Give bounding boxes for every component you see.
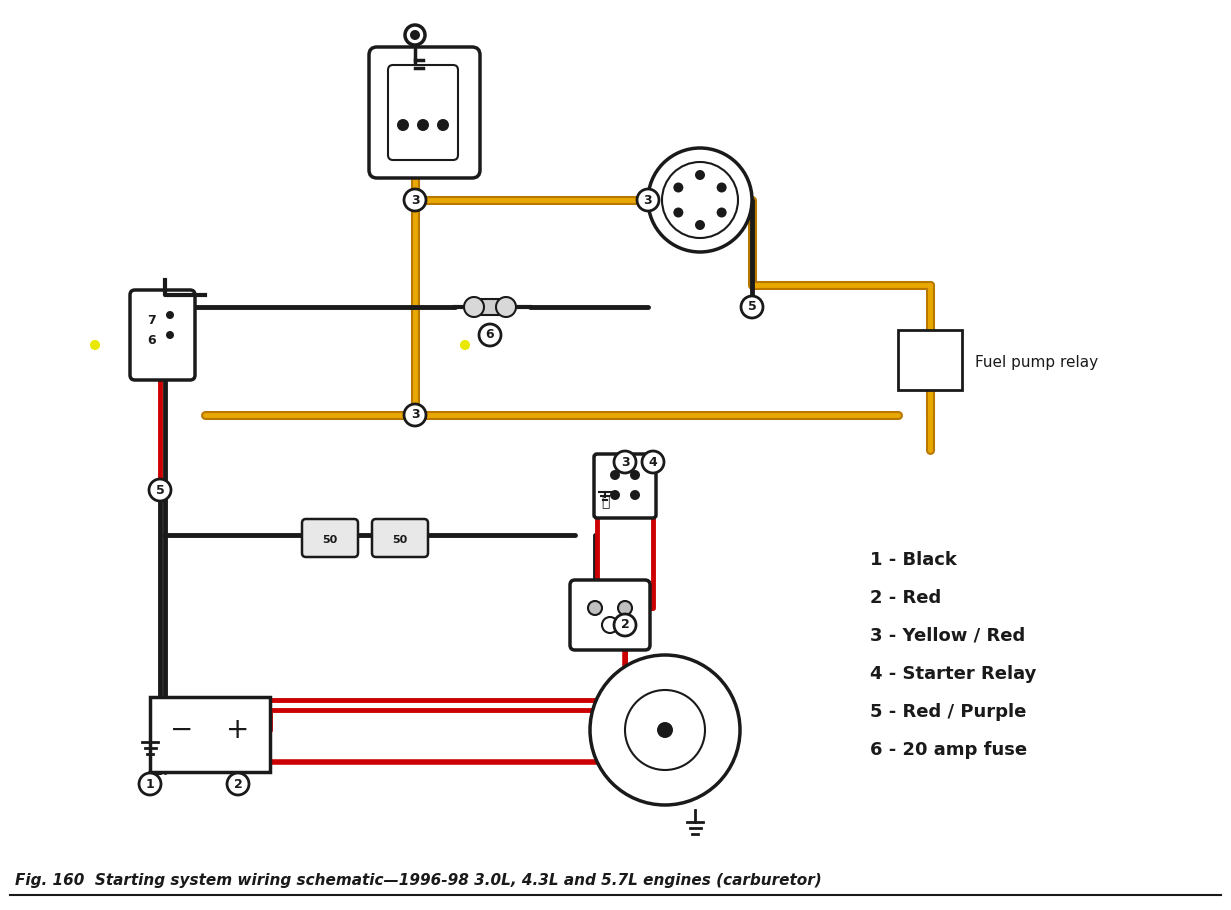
- Circle shape: [405, 25, 425, 45]
- Circle shape: [625, 690, 705, 770]
- Circle shape: [404, 404, 426, 426]
- Circle shape: [741, 296, 763, 318]
- Circle shape: [590, 655, 740, 805]
- Circle shape: [410, 30, 420, 40]
- Circle shape: [166, 311, 174, 319]
- Circle shape: [716, 207, 726, 217]
- Circle shape: [404, 189, 426, 211]
- Circle shape: [460, 340, 470, 350]
- Circle shape: [716, 183, 726, 193]
- Circle shape: [611, 470, 620, 480]
- Text: 5 - Red / Purple: 5 - Red / Purple: [870, 703, 1027, 721]
- Text: 3 - Yellow / Red: 3 - Yellow / Red: [870, 627, 1025, 645]
- Circle shape: [496, 297, 516, 317]
- Bar: [150, 697, 270, 772]
- FancyBboxPatch shape: [130, 290, 194, 380]
- Circle shape: [696, 220, 705, 230]
- Text: Fuel pump relay: Fuel pump relay: [975, 356, 1098, 370]
- Circle shape: [417, 119, 428, 131]
- Text: Fig. 160  Starting system wiring schematic—1996-98 3.0L, 4.3L and 5.7L engines (: Fig. 160 Starting system wiring schemati…: [15, 873, 822, 887]
- Text: 6: 6: [148, 333, 156, 347]
- Circle shape: [166, 331, 174, 339]
- Bar: [474, 299, 506, 315]
- Text: 4 - Starter Relay: 4 - Starter Relay: [870, 665, 1037, 683]
- Text: 50: 50: [393, 535, 407, 545]
- FancyBboxPatch shape: [302, 519, 358, 557]
- Circle shape: [437, 119, 449, 131]
- Circle shape: [611, 490, 620, 500]
- Text: 50: 50: [323, 535, 337, 545]
- Bar: [897, 330, 961, 390]
- Circle shape: [636, 189, 659, 211]
- Text: 6 - 20 amp fuse: 6 - 20 amp fuse: [870, 741, 1027, 759]
- FancyBboxPatch shape: [570, 580, 650, 650]
- Circle shape: [602, 617, 618, 633]
- Text: +: +: [227, 716, 250, 744]
- Circle shape: [673, 207, 683, 217]
- Text: 6: 6: [486, 329, 495, 341]
- Text: 2 - Red: 2 - Red: [870, 589, 942, 607]
- Circle shape: [643, 451, 664, 473]
- FancyBboxPatch shape: [595, 454, 656, 518]
- Circle shape: [398, 119, 409, 131]
- Circle shape: [479, 324, 501, 346]
- Text: 1: 1: [145, 777, 154, 791]
- Circle shape: [588, 601, 602, 615]
- FancyBboxPatch shape: [372, 519, 428, 557]
- Circle shape: [618, 601, 632, 615]
- Circle shape: [227, 773, 249, 795]
- Circle shape: [657, 722, 673, 738]
- Circle shape: [696, 170, 705, 180]
- Circle shape: [614, 451, 636, 473]
- Circle shape: [648, 148, 752, 252]
- Circle shape: [149, 479, 171, 501]
- Text: 2: 2: [234, 777, 243, 791]
- Text: ⏟: ⏟: [601, 495, 609, 509]
- Text: 3: 3: [620, 456, 629, 469]
- FancyBboxPatch shape: [388, 65, 458, 160]
- Text: 4: 4: [649, 456, 657, 469]
- Text: −: −: [170, 716, 193, 744]
- Circle shape: [673, 183, 683, 193]
- Text: 3: 3: [411, 194, 420, 207]
- Circle shape: [139, 773, 161, 795]
- Text: 3: 3: [411, 409, 420, 421]
- Text: 1 - Black: 1 - Black: [870, 551, 956, 569]
- Text: 7: 7: [148, 314, 156, 327]
- Text: 5: 5: [747, 300, 756, 314]
- Circle shape: [630, 470, 640, 480]
- Circle shape: [464, 297, 484, 317]
- Text: 3: 3: [644, 194, 652, 207]
- Text: 2: 2: [620, 619, 629, 632]
- Text: 5: 5: [155, 483, 165, 497]
- Circle shape: [90, 340, 100, 350]
- Circle shape: [614, 614, 636, 636]
- FancyBboxPatch shape: [369, 47, 480, 178]
- Circle shape: [630, 490, 640, 500]
